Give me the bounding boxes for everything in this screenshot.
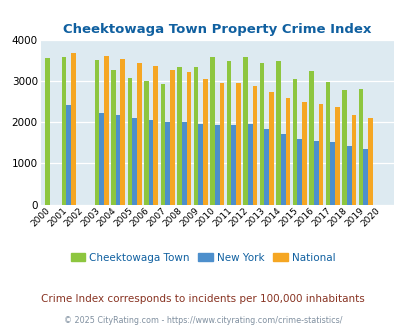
Bar — [309, 71, 313, 205]
Bar — [269, 92, 273, 205]
Bar — [210, 57, 214, 205]
Bar — [149, 120, 153, 205]
Bar — [62, 57, 66, 205]
Bar — [358, 89, 362, 205]
Bar — [285, 98, 290, 205]
Bar — [280, 134, 285, 205]
Text: © 2025 CityRating.com - https://www.cityrating.com/crime-statistics/: © 2025 CityRating.com - https://www.city… — [64, 316, 341, 325]
Bar — [235, 83, 240, 205]
Bar — [276, 61, 280, 205]
Bar — [243, 57, 247, 205]
Bar — [219, 82, 224, 205]
Bar — [177, 67, 181, 205]
Bar — [226, 61, 231, 205]
Bar — [144, 81, 149, 205]
Bar — [202, 79, 207, 205]
Bar — [325, 82, 330, 205]
Bar — [318, 104, 322, 205]
Bar — [99, 113, 104, 205]
Bar — [334, 107, 339, 205]
Bar — [259, 63, 264, 205]
Bar — [247, 124, 252, 205]
Bar — [120, 59, 125, 205]
Bar — [94, 60, 99, 205]
Bar — [111, 70, 115, 205]
Bar — [132, 118, 136, 205]
Bar — [346, 146, 351, 205]
Bar — [170, 70, 174, 205]
Bar — [193, 67, 198, 205]
Bar — [186, 72, 191, 205]
Title: Cheektowaga Town Property Crime Index: Cheektowaga Town Property Crime Index — [63, 23, 371, 36]
Bar — [66, 105, 71, 205]
Bar — [351, 115, 355, 205]
Bar — [264, 129, 269, 205]
Bar — [362, 148, 367, 205]
Bar — [214, 124, 219, 205]
Bar — [198, 124, 202, 205]
Bar — [165, 122, 170, 205]
Bar — [128, 78, 132, 205]
Bar — [367, 118, 372, 205]
Bar — [136, 63, 141, 205]
Bar — [297, 139, 301, 205]
Bar — [292, 79, 297, 205]
Bar — [160, 84, 165, 205]
Bar — [330, 142, 334, 205]
Bar — [71, 53, 75, 205]
Bar — [104, 56, 108, 205]
Bar — [115, 115, 120, 205]
Bar — [252, 86, 256, 205]
Bar — [45, 58, 50, 205]
Bar — [231, 125, 235, 205]
Bar — [341, 90, 346, 205]
Text: Crime Index corresponds to incidents per 100,000 inhabitants: Crime Index corresponds to incidents per… — [41, 294, 364, 304]
Bar — [313, 141, 318, 205]
Legend: Cheektowaga Town, New York, National: Cheektowaga Town, New York, National — [66, 249, 339, 267]
Bar — [301, 102, 306, 205]
Bar — [153, 66, 158, 205]
Bar — [181, 122, 186, 205]
